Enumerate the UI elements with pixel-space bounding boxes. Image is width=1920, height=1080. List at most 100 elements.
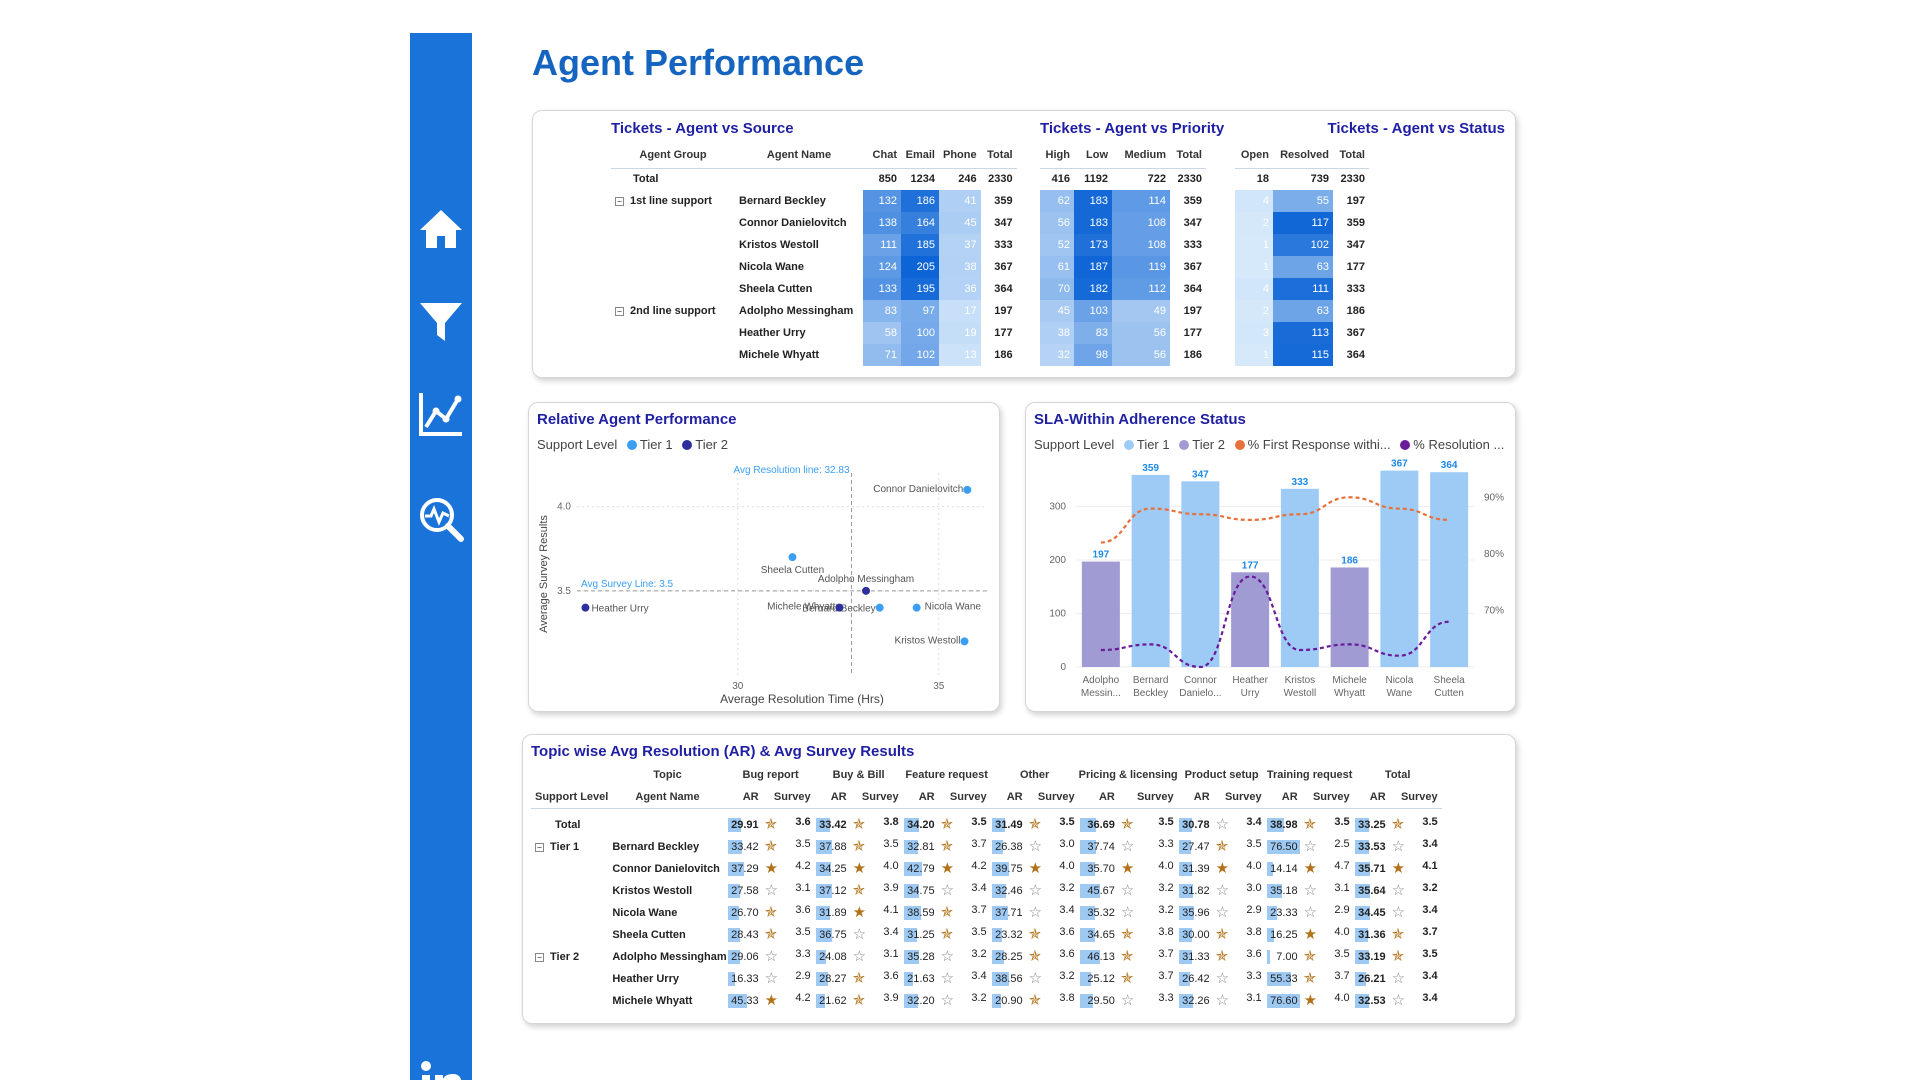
sla-bar[interactable]	[1280, 488, 1319, 667]
table-row: Total 29.91 ✯ 3.6 33.42 ✯ 3.8 34.20 ✯ 3.5 31.49 ✯ 3.…	[531, 814, 1442, 836]
sla-legend-first-response[interactable]: % First Response withi...	[1247, 437, 1391, 452]
survey-header[interactable]: Survey	[1224, 790, 1262, 803]
priority_table-col-header[interactable]: Medium	[1112, 142, 1170, 169]
sla-bar[interactable]	[1430, 472, 1469, 667]
first-response-line[interactable]	[1100, 496, 1450, 544]
sla-legend-tier1[interactable]: Tier 1	[1136, 437, 1170, 452]
ar-header[interactable]: AR	[1193, 790, 1210, 803]
survey-value: 3.3	[1158, 838, 1174, 850]
scatter-point[interactable]	[862, 586, 871, 595]
ar-header[interactable]: AR	[918, 790, 935, 803]
collapse-icon[interactable]: −	[615, 197, 624, 206]
topic-header[interactable]: Feature request	[905, 769, 988, 781]
survey-header[interactable]: Survey	[1312, 790, 1350, 803]
legend-tier2[interactable]: Tier 2	[695, 437, 728, 452]
topic-header[interactable]: Pricing & licensing	[1078, 769, 1178, 781]
page-title: Agent Performance	[532, 42, 865, 83]
y2-tick-label: 80%	[1484, 549, 1504, 560]
x-tick-label: Sheela	[1434, 675, 1466, 686]
source-col-header[interactable]: Total	[980, 142, 1017, 169]
collapse-icon[interactable]: −	[535, 953, 544, 962]
ar-header[interactable]: AR	[1369, 790, 1386, 803]
agent-group-cell	[611, 344, 735, 366]
collapse-icon[interactable]: −	[535, 843, 544, 852]
source-col-header[interactable]: Email	[901, 142, 939, 169]
ar-header[interactable]: AR	[742, 790, 759, 803]
topic-header[interactable]: Bug report	[742, 769, 799, 781]
survey-value: 3.4	[971, 882, 987, 894]
line-chart-icon[interactable]	[410, 383, 472, 445]
sla-bar[interactable]	[1330, 567, 1369, 667]
survey-value: 4.0	[1334, 926, 1350, 938]
survey-header[interactable]: Survey	[773, 790, 811, 803]
priority_table-col-header[interactable]: High	[1040, 142, 1074, 169]
survey-value: 3.5	[1334, 948, 1350, 960]
scatter-point[interactable]	[912, 603, 921, 612]
resolution-line[interactable]	[1100, 575, 1450, 669]
heat-cell: 55	[1273, 190, 1333, 212]
heat-cell: 4	[1235, 278, 1273, 300]
ar-value: 16.25	[1270, 929, 1298, 941]
source-col-header[interactable]: Agent Group	[611, 142, 735, 169]
ar-value: 21.62	[819, 995, 847, 1007]
sla-legend-resolution[interactable]: % Resolution ...	[1413, 437, 1505, 452]
ar-bar	[903, 818, 919, 832]
scatter-point[interactable]	[875, 603, 884, 612]
sla-bar[interactable]	[1380, 470, 1419, 667]
total-value: 416	[1051, 173, 1070, 186]
heat-cell: 195	[901, 278, 939, 300]
support-level-header[interactable]: Support Level	[535, 790, 609, 803]
survey-header[interactable]: Survey	[1400, 790, 1438, 803]
topic-header[interactable]: Other	[1019, 769, 1050, 781]
linkedin-icon[interactable]	[410, 1051, 472, 1080]
agent-name-header[interactable]: Agent Name	[635, 790, 700, 803]
topic-header[interactable]: Training request	[1266, 769, 1353, 781]
scatter-point[interactable]	[963, 485, 972, 494]
source-col-header[interactable]: Agent Name	[735, 142, 863, 169]
ar-value: 25.12	[1087, 973, 1115, 985]
source-col-header[interactable]: Chat	[863, 142, 901, 169]
heat-cell: 108	[1112, 212, 1170, 234]
total-value: 850	[878, 173, 897, 186]
survey-header[interactable]: Survey	[861, 790, 899, 803]
source-col-header[interactable]: Phone	[939, 142, 981, 169]
ar-header[interactable]: AR	[1281, 790, 1298, 803]
survey-header[interactable]: Survey	[1037, 790, 1075, 803]
ar-header[interactable]: AR	[1006, 790, 1023, 803]
analytics-search-icon[interactable]	[410, 488, 472, 550]
status_table-col-header[interactable]: Open	[1235, 142, 1273, 169]
sla-bar[interactable]	[1081, 561, 1120, 667]
agent-name: Adolpho Messingham	[612, 951, 727, 963]
survey-header[interactable]: Survey	[949, 790, 987, 803]
priority_table-col-header[interactable]: Total	[1170, 142, 1206, 169]
ar-header[interactable]: AR	[1098, 790, 1115, 803]
scatter-point[interactable]	[788, 553, 797, 562]
priority-table-title: Tickets - Agent vs Priority	[1040, 120, 1225, 137]
legend-tier1[interactable]: Tier 1	[639, 437, 673, 452]
priority_table-col-header[interactable]: Low	[1074, 142, 1112, 169]
ar-header[interactable]: AR	[830, 790, 847, 803]
scatter-point[interactable]	[960, 637, 969, 646]
table-row: 32 98 56 186	[1040, 344, 1206, 366]
filter-icon[interactable]	[410, 291, 472, 353]
collapse-icon[interactable]: −	[615, 307, 624, 316]
sla-bar[interactable]	[1131, 474, 1170, 667]
survey-header[interactable]: Survey	[1136, 790, 1174, 803]
home-icon[interactable]	[410, 198, 472, 260]
ar-bar	[1266, 928, 1274, 942]
topic-header[interactable]: Product setup	[1184, 769, 1259, 781]
table-row: Sheela Cutten 133 195 36 364	[611, 278, 1017, 300]
status_table-col-header[interactable]: Resolved	[1273, 142, 1333, 169]
sla-legend-tier2[interactable]: Tier 2	[1192, 437, 1225, 452]
star-icon: ✯	[1120, 816, 1134, 833]
scatter-point[interactable]	[835, 603, 844, 612]
status_table-col-header[interactable]: Total	[1333, 142, 1369, 169]
ar-cell: 26.42	[1178, 968, 1212, 990]
table-row: 38 83 56 177	[1040, 322, 1206, 344]
sla-bar[interactable]	[1181, 481, 1220, 667]
topic-header[interactable]: Total	[1384, 769, 1411, 781]
agent-name	[608, 814, 726, 836]
scatter-point[interactable]	[581, 603, 590, 612]
topic-header[interactable]: Buy & Bill	[832, 769, 885, 781]
ar-cell: 34.75	[903, 880, 937, 902]
